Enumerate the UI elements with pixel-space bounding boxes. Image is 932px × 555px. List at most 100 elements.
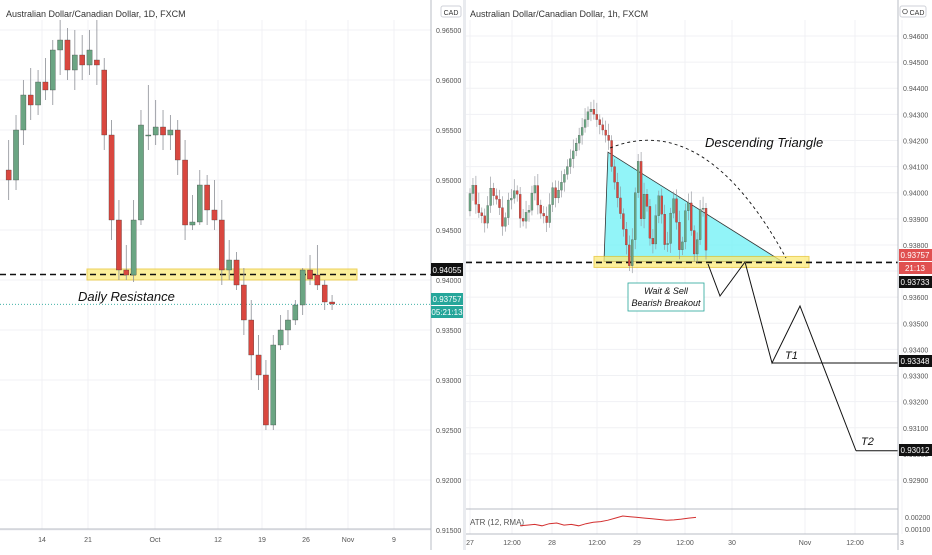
hourly-candle-body — [684, 210, 687, 243]
breakout-price-tag — [899, 276, 932, 288]
candle-body — [160, 126, 166, 136]
hourly-candle-body — [521, 218, 525, 222]
candle-body — [27, 94, 34, 106]
hourly-candle-body — [498, 199, 501, 208]
hourly-candle-body — [483, 215, 486, 224]
left-countdown-text: 05:21:13 — [431, 308, 463, 317]
candle-body — [138, 124, 144, 221]
candle-body — [219, 219, 225, 271]
left-y-tick-label: 0.96000 — [436, 78, 461, 85]
left-x-tick-label: 26 — [302, 537, 310, 544]
hourly-candle-body — [580, 127, 584, 136]
atr-line — [519, 515, 697, 527]
daily-resistance-label: Daily Resistance — [78, 289, 175, 304]
right-y-tick-label: 0.94500 — [903, 60, 928, 67]
right-y-tick-label: 0.92900 — [903, 478, 928, 485]
right-x-tick-label: 3 — [900, 540, 904, 547]
candle-body — [167, 129, 174, 136]
hourly-candle-body — [492, 188, 495, 196]
hourly-candle-body — [539, 204, 542, 214]
right-y-tick-label: 0.93400 — [903, 347, 928, 354]
left-y-tick-label: 0.93500 — [436, 328, 461, 335]
hourly-candle-body — [577, 135, 581, 144]
candle-body — [57, 39, 63, 51]
candle-body — [182, 159, 188, 226]
hourly-candle-body — [607, 135, 610, 141]
left-chart-title: Australian Dollar/Canadian Dollar, 1D, F… — [6, 9, 186, 19]
hourly-candle-body — [495, 195, 498, 200]
candle-body — [285, 319, 291, 331]
hourly-candle-body — [654, 215, 657, 245]
hourly-candle-body — [690, 202, 693, 231]
projected-price-path — [707, 260, 857, 451]
candle-body — [248, 319, 254, 356]
hourly-candle-body — [616, 182, 619, 199]
hourly-candle-body — [622, 213, 625, 230]
hourly-candle-body — [666, 243, 669, 245]
hourly-candle-body — [681, 241, 684, 250]
hourly-candle-body — [569, 158, 572, 167]
hourly-candle-body — [698, 209, 702, 240]
right-countdown-tag — [899, 262, 932, 274]
hourly-candle-body — [610, 140, 613, 167]
hourly-candle-body — [504, 217, 507, 227]
hourly-candle-body — [586, 111, 590, 120]
hourly-candle-body — [542, 213, 545, 217]
left-y-tick-label: 0.91500 — [436, 528, 461, 535]
hourly-candle-body — [645, 194, 649, 207]
candle-body — [94, 59, 100, 66]
hourly-candle-body — [663, 214, 666, 245]
currency-dot-icon — [902, 8, 908, 15]
left-x-tick-label: 19 — [258, 537, 266, 544]
left-currency-badge[interactable] — [440, 5, 462, 18]
hourly-candle-body — [530, 192, 534, 211]
candle-body — [226, 259, 232, 271]
target-1-price-tag — [899, 355, 932, 367]
hourly-candle-body — [518, 194, 522, 219]
left-y-tick-label: 0.92500 — [436, 428, 461, 435]
sell-note-line1: Wait & Sell — [644, 286, 689, 296]
candle-body — [292, 304, 299, 321]
breakout-price-tag-text: 0.93733 — [901, 278, 930, 287]
hourly-candle-body — [516, 190, 519, 195]
hourly-candle-body — [589, 109, 593, 112]
candle-body — [329, 301, 335, 305]
hourly-candle-body — [557, 189, 560, 199]
target-1-price-text: 0.93348 — [901, 357, 930, 366]
hourly-candle-body — [507, 199, 510, 218]
hourly-candle-body — [651, 238, 655, 245]
hourly-candle-body — [486, 205, 489, 224]
candle-body — [299, 269, 306, 306]
candle-body — [108, 134, 115, 221]
hourly-candle-body — [619, 197, 622, 214]
hourly-candle-body — [631, 239, 634, 266]
left-x-tick-label: 14 — [38, 537, 46, 544]
right-y-tick-label: 0.94400 — [903, 86, 928, 93]
right-x-tick-label: 30 — [728, 540, 736, 547]
right-x-tick-label: 12:00 — [588, 540, 606, 547]
right-x-tick-label: 12:00 — [503, 540, 521, 547]
hourly-candle-body — [566, 166, 569, 175]
hourly-candle-body — [480, 212, 483, 216]
right-y-tick-label: 0.94300 — [903, 112, 928, 119]
atr-axis-label: 0.00200 — [905, 515, 930, 522]
left-chart-panel: Australian Dollar/Canadian Dollar, 1D, F… — [0, 0, 463, 550]
hourly-candle-body — [583, 119, 587, 128]
left-price-tag-text: 0.93757 — [433, 295, 462, 304]
hourly-candle-body — [524, 212, 528, 222]
right-chart-title: Australian Dollar/Canadian Dollar, 1h, F… — [470, 9, 648, 19]
right-currency-badge[interactable] — [899, 5, 927, 18]
resistance-price-tag — [431, 263, 463, 276]
atr-axis-label-2: 0.00100 — [905, 527, 930, 534]
hourly-candle-body — [701, 208, 705, 210]
hourly-candle-body — [693, 230, 696, 255]
right-y-tick-label: 0.93200 — [903, 400, 928, 407]
candle-body — [145, 134, 152, 137]
candle-body — [233, 259, 240, 286]
hourly-candle-body — [554, 187, 557, 199]
hourly-candle-body — [625, 229, 628, 246]
hourly-candle-body — [628, 244, 631, 266]
candle-body — [204, 184, 210, 211]
left-x-tick-label: 9 — [392, 537, 396, 544]
